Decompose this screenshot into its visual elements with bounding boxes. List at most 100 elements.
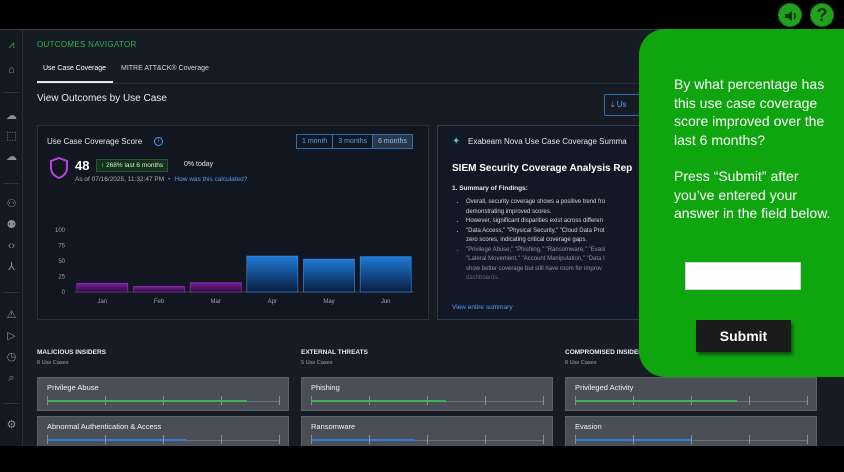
active-tab-indicator [37,81,113,83]
bar-feb[interactable] [133,286,185,293]
use-case-card[interactable]: Privilege Abuse [37,377,289,411]
progress-tick-4 [807,396,808,405]
home-icon[interactable]: ⌂ [8,64,15,76]
progress-tick-2 [691,396,692,405]
progress-tick-0 [47,396,48,405]
as-of-line: As of 07/16/2025, 11:32:47 PM • How was th… [75,176,247,183]
progress-tick-4 [543,396,544,405]
summary-bullet: demonstrating improved scores. [466,208,552,215]
category-count: 8 Use Cases [565,360,597,366]
user-group-icon[interactable]: ⚉ [6,219,17,231]
icon-rail: ⩘ ⌂ ☁ ⬚ ☁ ⚇ ⚉ ‹› ⅄ ⚠ ▷ ◷ ⌕ ⚙ [0,30,23,446]
summary-bullet: dashboards. [466,275,500,281]
shield-icon [50,157,68,179]
cloud-upload-icon[interactable]: ☁ [6,110,17,122]
settings-icon[interactable]: ⚙ [6,419,17,431]
help-button[interactable]: ? [810,3,834,27]
progress-fill [47,439,187,441]
cloud-sync-icon[interactable]: ☁ [6,151,17,163]
rail-divider [4,292,19,293]
submit-button[interactable]: Submit [696,320,791,352]
range-1-month[interactable]: 1 month [297,135,334,148]
audio-button[interactable] [778,3,802,27]
how-calculated-link[interactable]: How was this calculated? [174,176,248,183]
use-case-card[interactable]: Abnormal Authentication & Access [37,416,289,450]
export-button-label: Us [616,100,627,109]
x-tick-label-jan: Jan [97,299,107,305]
rail-divider [4,92,19,93]
progress-tick-3 [749,435,750,444]
progress-tick-3 [485,396,486,405]
rail-divider [4,183,19,184]
use-case-name: Ransomware [311,422,356,431]
use-case-name: Phishing [311,383,340,392]
summary-bullet: Overall, security coverage shows a posit… [466,198,766,207]
page-title: OUTCOMES NAVIGATOR [37,40,137,49]
bar-jun[interactable] [359,256,412,293]
summary-bullet: zero scores, indicating critical coverag… [466,237,588,243]
play-icon[interactable]: ▷ [7,330,16,342]
summary-bullet: "Data Access," "Physical Security," "Clo… [466,227,766,236]
use-case-name: Privileged Activity [575,383,634,392]
speaker-icon [785,11,796,21]
main-content: OUTCOMES NAVIGATOR Use Case Coverage MIT… [23,30,844,450]
rail-divider [4,403,19,404]
progress-tick-3 [221,396,222,405]
progress-tick-1 [369,435,370,444]
use-case-card[interactable]: Phishing [301,377,553,411]
summary-bullet: "Lateral Movement," "Account Manipulatio… [466,256,605,262]
progress-tick-2 [427,435,428,444]
y-tick-label-1: 25 [58,275,65,281]
history-icon[interactable]: ◷ [6,351,17,363]
progress-tick-4 [279,435,280,444]
use-case-name: Privilege Abuse [47,383,99,392]
top-bar: ? [0,0,844,30]
today-change: 0% today [184,161,214,168]
question-prompt: By what percentage has this use case cov… [674,76,825,148]
tab-mitre-coverage[interactable]: MITRE ATT&CK® Coverage [121,65,209,72]
sparkle-icon: ✦ [452,136,461,147]
use-case-name: Abnormal Authentication & Access [47,422,162,431]
bottom-bar [0,446,844,472]
summary-bullet: show better coverage but still have room… [466,265,603,272]
network-icon[interactable]: ⅄ [8,261,15,273]
progress-tick-1 [105,396,106,405]
progress-tick-2 [163,435,164,444]
category-count: 8 Use Cases [37,360,69,366]
info-icon[interactable]: i [154,137,163,146]
range-3-months[interactable]: 3 months [333,135,374,148]
coverage-bar-chart: 0 25 50 75 100 Jan Feb Mar Apr May Jun [55,228,414,305]
code-icon[interactable]: ‹› [7,240,16,252]
separator-dot: • [168,176,171,183]
use-case-card[interactable]: Privileged Activity [565,377,817,411]
use-case-card[interactable]: Evasion [565,416,817,450]
delta-badge: ↑ 268% last 6 months [96,159,169,172]
progress-tick-0 [311,435,312,444]
category-title: EXTERNAL THREATS [301,349,368,356]
bar-may[interactable] [303,258,355,293]
bar-apr[interactable] [246,255,299,293]
search-icon[interactable]: ⌕ [8,372,15,384]
y-tick-label-0: 0 [62,290,66,296]
answer-input[interactable] [685,262,801,290]
range-6-months[interactable]: 6 months [373,135,412,148]
logo-icon[interactable]: ⩘ [8,39,15,51]
use-case-card[interactable]: Ransomware [301,416,553,450]
progress-fill [47,400,247,402]
progress-fill [575,400,738,402]
warning-icon[interactable]: ⚠ [6,309,17,321]
question-overlay: By what percentage has this use case cov… [639,29,844,377]
bar-mar[interactable] [189,282,242,293]
progress-tick-4 [807,435,808,444]
use-case-name: Evasion [575,422,602,431]
progress-tick-1 [633,396,634,405]
box-icon[interactable]: ⬚ [6,130,17,142]
x-tick-label-apr: Apr [268,299,277,305]
view-title: View Outcomes by Use Case [37,93,167,104]
tab-use-case-coverage[interactable]: Use Case Coverage [43,65,107,72]
progress-tick-1 [369,396,370,405]
bar-jan[interactable] [76,283,129,293]
users-icon[interactable]: ⚇ [6,198,17,210]
view-summary-link[interactable]: View entire summary [452,304,513,311]
progress-tick-4 [543,435,544,444]
